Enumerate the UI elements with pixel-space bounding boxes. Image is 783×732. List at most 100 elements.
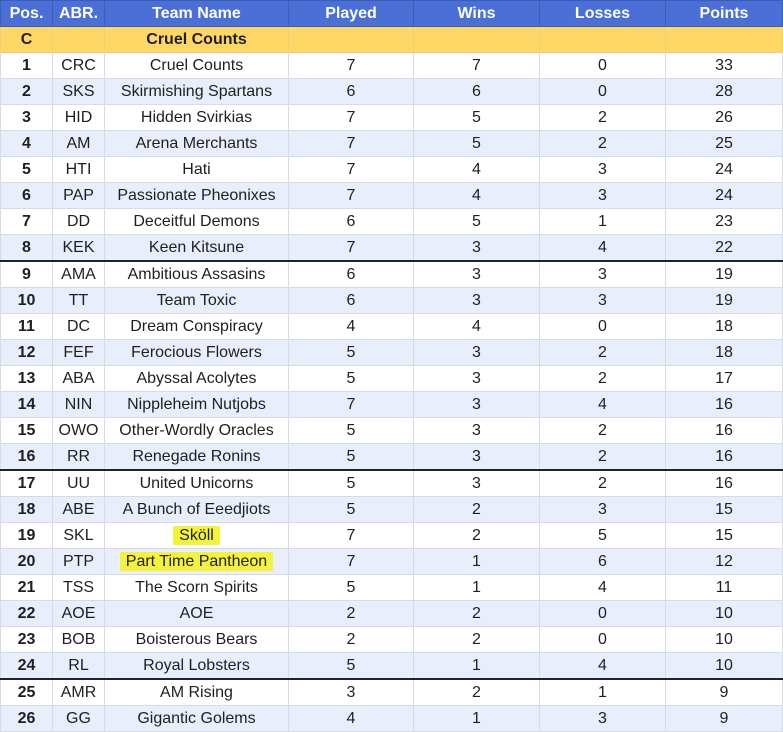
cell-losses[interactable]: 4 [539,391,666,418]
cell-team-name[interactable]: Ambitious Assasins [104,260,289,288]
cell-wins[interactable]: 3 [413,391,540,418]
cell-wins[interactable]: 3 [413,260,540,288]
cell-team-name[interactable]: Dream Conspiracy [104,313,289,340]
header-abr[interactable]: ABR. [52,0,105,27]
cell-wins[interactable]: 1 [413,574,540,601]
cell-played[interactable]: 7 [288,52,414,79]
cell-abr[interactable]: SKS [52,78,105,105]
cell-abr[interactable]: DC [52,313,105,340]
cell-pos[interactable]: 17 [0,469,53,497]
cell-played[interactable]: 5 [288,496,414,523]
cell-abr[interactable]: OWO [52,417,105,444]
cell-points[interactable]: 19 [665,260,783,288]
cell-team-name[interactable]: Nippleheim Nutjobs [104,391,289,418]
cell-pos[interactable]: 12 [0,339,53,366]
cell-losses[interactable]: 2 [539,469,666,497]
group-losses-cell[interactable] [539,26,666,53]
cell-points[interactable]: 26 [665,104,783,131]
cell-played[interactable]: 7 [288,130,414,157]
cell-played[interactable]: 6 [288,78,414,105]
cell-team-name[interactable]: Hidden Svirkias [104,104,289,131]
cell-wins[interactable]: 2 [413,600,540,627]
cell-losses[interactable]: 2 [539,443,666,471]
cell-abr[interactable]: BOB [52,626,105,653]
header-losses[interactable]: Losses [539,0,666,27]
cell-team-name[interactable]: Part Time Pantheon [104,548,289,575]
cell-team-name[interactable]: AM Rising [104,678,289,706]
cell-pos[interactable]: 15 [0,417,53,444]
cell-wins[interactable]: 7 [413,52,540,79]
cell-pos[interactable]: 5 [0,156,53,183]
cell-wins[interactable]: 2 [413,496,540,523]
cell-points[interactable]: 28 [665,78,783,105]
cell-pos[interactable]: 25 [0,678,53,706]
cell-losses[interactable]: 3 [539,182,666,209]
cell-points[interactable]: 16 [665,443,783,471]
cell-team-name[interactable]: Cruel Counts [104,52,289,79]
cell-points[interactable]: 33 [665,52,783,79]
cell-wins[interactable]: 1 [413,652,540,680]
cell-played[interactable]: 5 [288,652,414,680]
cell-losses[interactable]: 0 [539,78,666,105]
cell-losses[interactable]: 5 [539,522,666,549]
cell-pos[interactable]: 18 [0,496,53,523]
header-pos[interactable]: Pos. [0,0,53,27]
cell-wins[interactable]: 1 [413,548,540,575]
cell-abr[interactable]: UU [52,469,105,497]
cell-points[interactable]: 11 [665,574,783,601]
cell-losses[interactable]: 2 [539,417,666,444]
cell-pos[interactable]: 3 [0,104,53,131]
cell-pos[interactable]: 10 [0,287,53,314]
cell-pos[interactable]: 21 [0,574,53,601]
cell-abr[interactable]: AOE [52,600,105,627]
cell-abr[interactable]: CRC [52,52,105,79]
cell-played[interactable]: 7 [288,522,414,549]
cell-team-name[interactable]: Abyssal Acolytes [104,365,289,392]
cell-points[interactable]: 25 [665,130,783,157]
cell-points[interactable]: 16 [665,417,783,444]
cell-abr[interactable]: TT [52,287,105,314]
cell-abr[interactable]: DD [52,208,105,235]
header-played[interactable]: Played [288,0,414,27]
cell-losses[interactable]: 3 [539,496,666,523]
group-points-cell[interactable] [665,26,783,53]
cell-played[interactable]: 5 [288,574,414,601]
cell-points[interactable]: 15 [665,522,783,549]
cell-points[interactable]: 10 [665,626,783,653]
cell-played[interactable]: 5 [288,469,414,497]
cell-played[interactable]: 7 [288,156,414,183]
cell-wins[interactable]: 3 [413,365,540,392]
cell-team-name[interactable]: Arena Merchants [104,130,289,157]
cell-pos[interactable]: 16 [0,443,53,471]
cell-pos[interactable]: 6 [0,182,53,209]
cell-wins[interactable]: 3 [413,287,540,314]
cell-points[interactable]: 19 [665,287,783,314]
cell-pos[interactable]: 14 [0,391,53,418]
cell-losses[interactable]: 2 [539,365,666,392]
cell-wins[interactable]: 3 [413,234,540,262]
cell-played[interactable]: 2 [288,626,414,653]
cell-team-name[interactable]: Ferocious Flowers [104,339,289,366]
cell-wins[interactable]: 4 [413,156,540,183]
cell-team-name[interactable]: Keen Kitsune [104,234,289,262]
header-wins[interactable]: Wins [413,0,540,27]
cell-team-name[interactable]: Hati [104,156,289,183]
cell-team-name[interactable]: Gigantic Golems [104,705,289,732]
cell-team-name[interactable]: Team Toxic [104,287,289,314]
group-played-cell[interactable] [288,26,414,53]
cell-played[interactable]: 5 [288,417,414,444]
cell-pos[interactable]: 11 [0,313,53,340]
cell-losses[interactable]: 3 [539,260,666,288]
cell-losses[interactable]: 1 [539,678,666,706]
cell-wins[interactable]: 6 [413,78,540,105]
cell-points[interactable]: 22 [665,234,783,262]
cell-pos[interactable]: 23 [0,626,53,653]
cell-losses[interactable]: 0 [539,600,666,627]
cell-wins[interactable]: 3 [413,469,540,497]
group-abr-cell[interactable] [52,26,105,53]
group-wins-cell[interactable] [413,26,540,53]
cell-points[interactable]: 12 [665,548,783,575]
group-letter[interactable]: C [0,26,53,53]
cell-pos[interactable]: 26 [0,705,53,732]
cell-played[interactable]: 7 [288,391,414,418]
